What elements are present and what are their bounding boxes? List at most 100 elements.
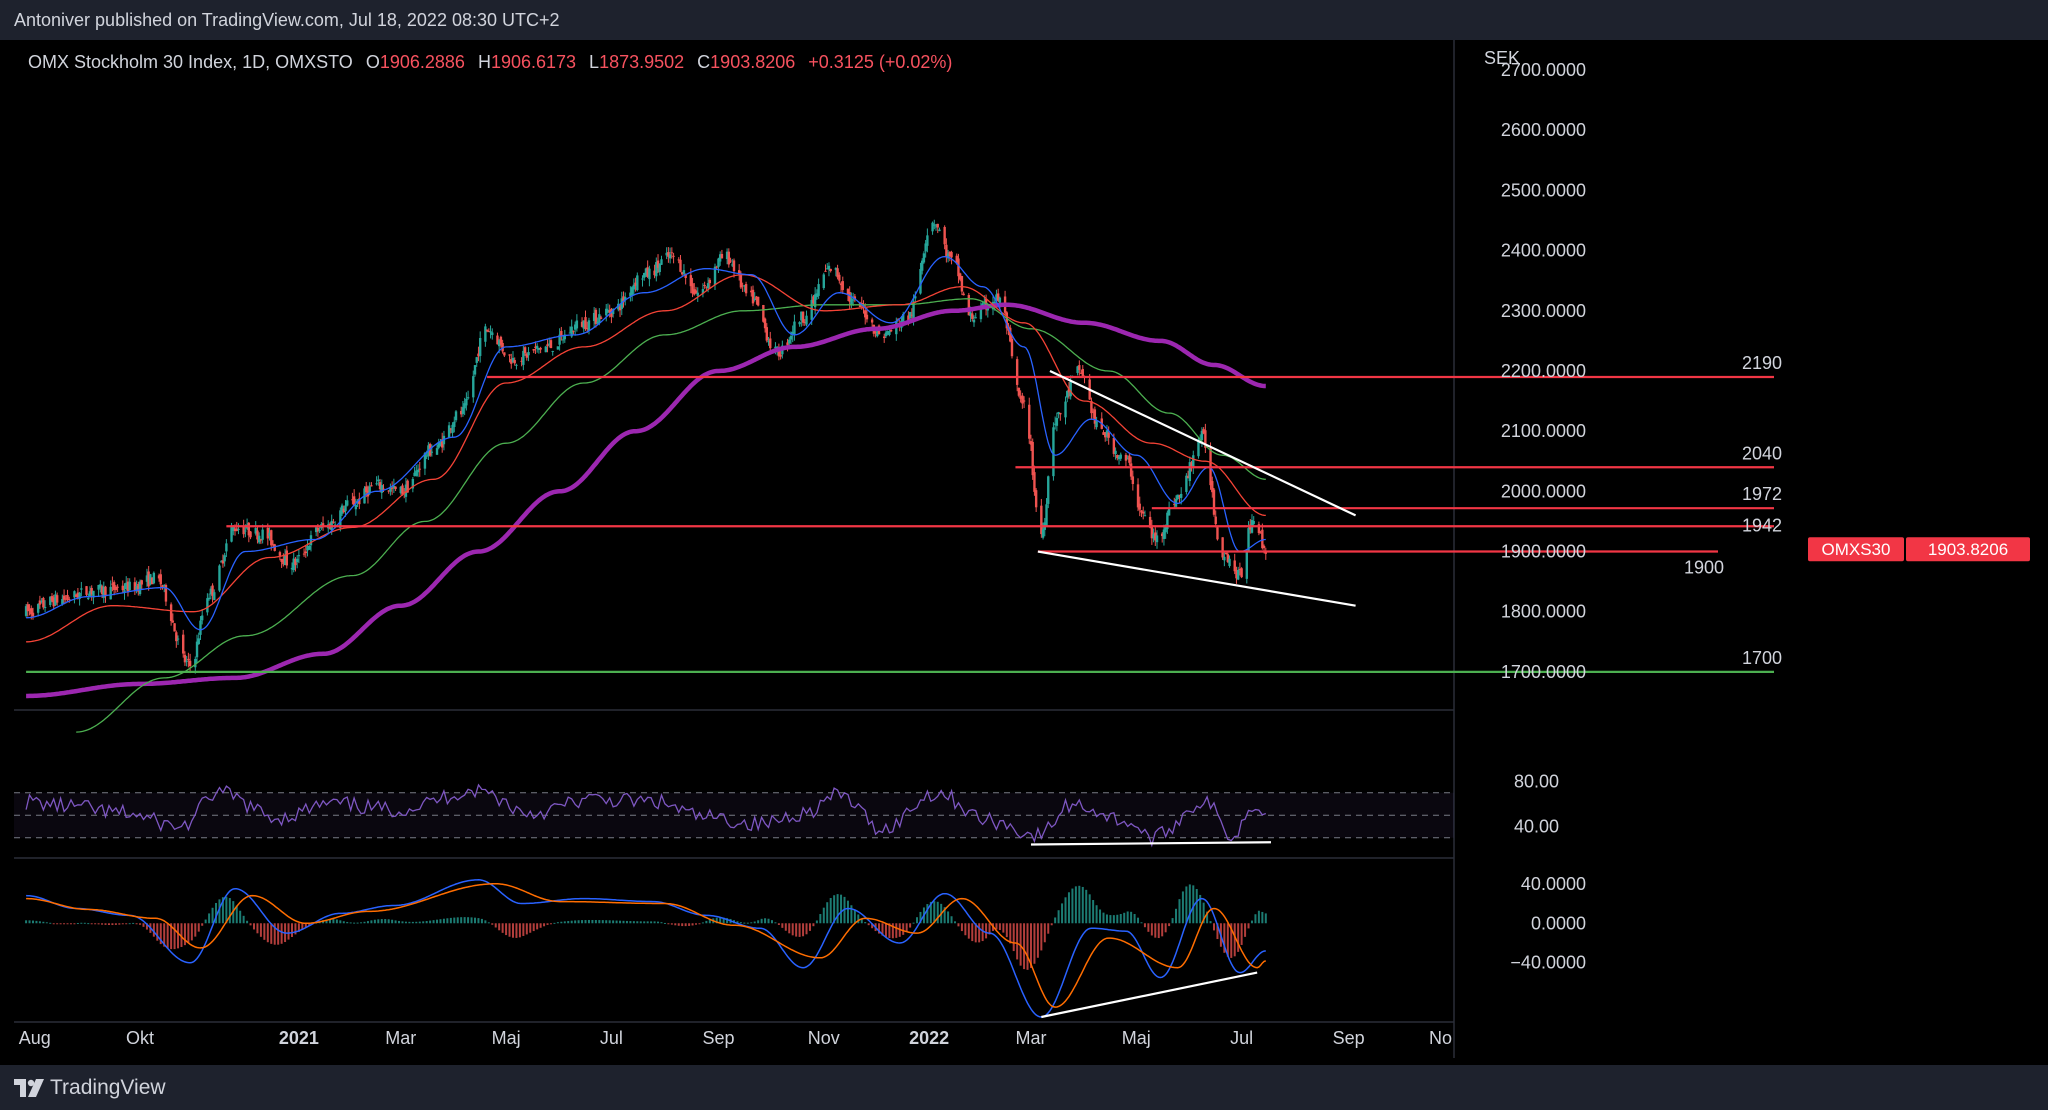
macd-histogram-bar xyxy=(356,922,359,924)
candle-body xyxy=(152,572,156,584)
macd-histogram-bar xyxy=(812,923,815,927)
candle-body xyxy=(634,282,637,286)
candle-body xyxy=(672,255,675,257)
macd-histogram-bar xyxy=(432,920,435,924)
candle-body xyxy=(1095,421,1098,428)
candle-body xyxy=(1140,510,1143,513)
candle-body xyxy=(570,326,573,337)
macd-histogram-bar xyxy=(846,900,849,924)
macd-histogram-bar xyxy=(650,921,653,924)
candle-body xyxy=(1091,411,1095,413)
macd-histogram-bar xyxy=(657,921,660,924)
chart-area[interactable]: 2190 2040 1972 1942 1900 1700 SEK 2700.0000 260… xyxy=(14,40,2034,1058)
candle-body xyxy=(111,583,114,585)
macd-histogram-bar xyxy=(505,923,508,936)
macd-histogram-bar xyxy=(601,920,604,924)
candle-body xyxy=(430,451,434,453)
candle-body xyxy=(133,582,137,592)
candle-body xyxy=(173,623,176,632)
macd-histogram-bar xyxy=(577,920,580,924)
candle-body xyxy=(66,594,69,600)
candle-body xyxy=(860,303,863,305)
candle-body xyxy=(836,268,839,278)
macd-histogram-bar xyxy=(715,917,718,924)
time-axis-label: Okt xyxy=(126,1028,154,1048)
candle-body xyxy=(701,289,705,294)
macd-histogram-bar xyxy=(605,920,608,924)
ma-50-line xyxy=(26,274,1266,643)
macd-histogram-bar xyxy=(253,923,255,930)
candle-body xyxy=(157,575,161,579)
macd-histogram-bar xyxy=(954,921,957,924)
candle-body xyxy=(489,331,492,333)
macd-histogram-bar xyxy=(826,902,829,924)
macd-histogram-bar xyxy=(560,921,563,924)
macd-histogram-bar xyxy=(408,921,411,924)
candle-body xyxy=(50,596,54,601)
candle-body xyxy=(805,315,808,325)
candle-body xyxy=(1238,568,1242,570)
macd-histogram-bar xyxy=(746,922,749,924)
candle-body xyxy=(52,597,55,607)
candle-body xyxy=(563,334,566,340)
candle-body xyxy=(268,532,271,537)
candle-body xyxy=(713,266,717,286)
macd-histogram-bar xyxy=(753,921,756,924)
candle-body xyxy=(708,279,712,284)
candle-body xyxy=(352,496,356,506)
level-label: 1972 xyxy=(1742,484,1782,504)
candle-body xyxy=(921,260,924,271)
macd-histogram-bar xyxy=(349,922,352,924)
candle-body xyxy=(201,615,204,621)
macd-histogram-bar xyxy=(615,920,618,924)
macd-histogram-bar xyxy=(1181,891,1184,924)
candle-body xyxy=(798,322,801,325)
price-tick-label: 2700.0000 xyxy=(1501,60,1586,80)
macd-histogram-bar xyxy=(636,921,639,924)
macd-histogram-bar xyxy=(394,920,397,924)
macd-histogram-bar xyxy=(391,919,394,924)
candle-body xyxy=(972,319,976,323)
candle-body xyxy=(461,407,465,414)
candle-body xyxy=(1117,456,1121,460)
candle-body xyxy=(1090,400,1093,414)
candle-body xyxy=(769,338,772,349)
candle-body xyxy=(508,354,511,356)
candle-body xyxy=(596,321,599,324)
candle-body xyxy=(447,425,451,438)
macd-histogram-bar xyxy=(201,923,204,926)
macd-histogram-bar xyxy=(470,917,473,924)
candle-body xyxy=(207,597,211,600)
candle-body xyxy=(271,544,275,546)
candle-body xyxy=(114,586,118,591)
candle-body xyxy=(304,551,307,554)
macd-histogram-bar xyxy=(1067,892,1070,924)
candle-body xyxy=(667,252,670,257)
macd-histogram-bar xyxy=(415,921,418,924)
macd-histogram-bar xyxy=(767,918,770,924)
candle-body xyxy=(889,329,893,332)
macd-histogram-bar xyxy=(215,902,218,924)
macd-histogram-bar xyxy=(287,923,290,940)
price-tick-label: 2000.0000 xyxy=(1501,481,1586,501)
candle-body xyxy=(100,586,104,595)
candle-body xyxy=(824,270,827,272)
candle-body xyxy=(948,251,952,257)
candle-body xyxy=(967,295,971,316)
macd-histogram-bar xyxy=(411,921,414,924)
macd-histogram-bar xyxy=(114,923,117,925)
candle-body xyxy=(463,403,466,409)
candle-body xyxy=(624,297,627,301)
candle-body xyxy=(762,305,765,322)
candle-body xyxy=(1155,535,1159,543)
macd-histogram-bar xyxy=(1244,923,1247,937)
tradingview-logo[interactable]: TradingView xyxy=(14,1075,166,1101)
macd-histogram-bar xyxy=(1247,923,1250,929)
candle-body xyxy=(233,528,237,532)
candle-body xyxy=(884,332,888,337)
macd-histogram-bar xyxy=(581,920,584,924)
candle-body xyxy=(812,296,815,304)
high-value: 1906.6173 xyxy=(490,52,577,72)
candle-body xyxy=(1154,532,1157,541)
